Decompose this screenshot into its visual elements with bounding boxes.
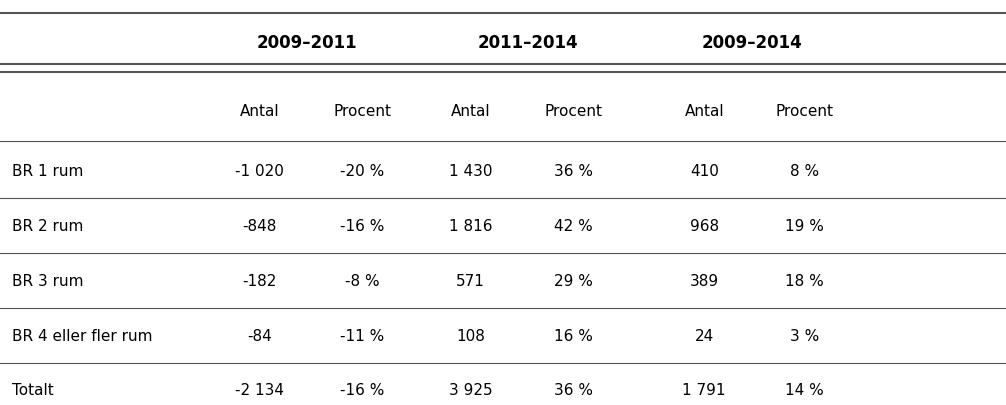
Text: 36 %: 36 %	[554, 382, 593, 397]
Text: Antal: Antal	[684, 104, 724, 119]
Text: 1 791: 1 791	[682, 382, 726, 397]
Text: -2 134: -2 134	[235, 382, 284, 397]
Text: Procent: Procent	[776, 104, 834, 119]
Text: BR 1 rum: BR 1 rum	[12, 164, 83, 178]
Text: 3 %: 3 %	[790, 328, 820, 343]
Text: 16 %: 16 %	[554, 328, 593, 343]
Text: BR 3 rum: BR 3 rum	[12, 273, 83, 288]
Text: 2011–2014: 2011–2014	[478, 34, 578, 51]
Text: 968: 968	[690, 219, 718, 233]
Text: 29 %: 29 %	[554, 273, 593, 288]
Text: -20 %: -20 %	[340, 164, 384, 178]
Text: 1 430: 1 430	[449, 164, 493, 178]
Text: -182: -182	[242, 273, 277, 288]
Text: 2009–2011: 2009–2011	[257, 34, 357, 51]
Text: 42 %: 42 %	[554, 219, 593, 233]
Text: Antal: Antal	[239, 104, 280, 119]
Text: 36 %: 36 %	[554, 164, 593, 178]
Text: -11 %: -11 %	[340, 328, 384, 343]
Text: 1 816: 1 816	[449, 219, 493, 233]
Text: 19 %: 19 %	[786, 219, 824, 233]
Text: -84: -84	[247, 328, 272, 343]
Text: 389: 389	[690, 273, 718, 288]
Text: Totalt: Totalt	[12, 382, 54, 397]
Text: 571: 571	[457, 273, 485, 288]
Text: 8 %: 8 %	[791, 164, 819, 178]
Text: 2009–2014: 2009–2014	[702, 34, 803, 51]
Text: -8 %: -8 %	[345, 273, 379, 288]
Text: Procent: Procent	[333, 104, 391, 119]
Text: BR 2 rum: BR 2 rum	[12, 219, 83, 233]
Text: BR 4 eller fler rum: BR 4 eller fler rum	[12, 328, 153, 343]
Text: 14 %: 14 %	[786, 382, 824, 397]
Text: -1 020: -1 020	[235, 164, 284, 178]
Text: 3 925: 3 925	[449, 382, 493, 397]
Text: -16 %: -16 %	[340, 219, 384, 233]
Text: Antal: Antal	[451, 104, 491, 119]
Text: Procent: Procent	[544, 104, 603, 119]
Text: -16 %: -16 %	[340, 382, 384, 397]
Text: 24: 24	[694, 328, 714, 343]
Text: 18 %: 18 %	[786, 273, 824, 288]
Text: 410: 410	[690, 164, 718, 178]
Text: 108: 108	[457, 328, 485, 343]
Text: -848: -848	[242, 219, 277, 233]
